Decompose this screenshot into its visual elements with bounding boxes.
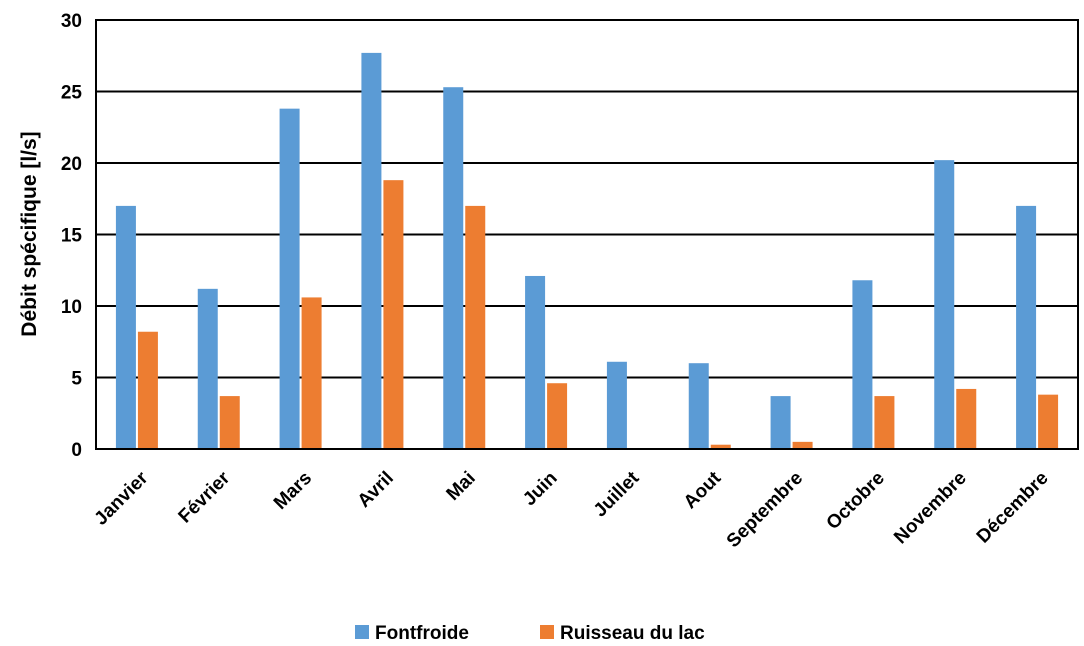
y-tick-label-20: 20 (61, 154, 82, 175)
y-tick-label-15: 15 (61, 226, 83, 247)
bar-fontfroide-0 (115, 205, 136, 449)
bar-ruisseau-du-lac-10 (956, 388, 977, 449)
x-tick-label-4: Mai (443, 468, 480, 505)
bar-fontfroide-3 (361, 52, 382, 449)
x-tick-label-3: Avril (354, 468, 398, 512)
x-tick-label-0: Janvier (91, 467, 153, 529)
y-tick-label-5: 5 (71, 369, 82, 390)
x-tick-label-9: Octobre (823, 468, 889, 534)
legend: Fontfroide Ruisseau du lac (355, 623, 705, 644)
legend-label-ruisseau-du-lac: Ruisseau du lac (560, 623, 705, 644)
y-tick-label-10: 10 (61, 297, 82, 318)
bar-ruisseau-du-lac-0 (137, 331, 158, 449)
bar-fontfroide-5 (525, 275, 546, 449)
bar-fontfroide-8 (770, 396, 791, 449)
x-tick-label-11: Décembre (973, 468, 1053, 548)
bar-fontfroide-9 (852, 280, 873, 449)
x-tick-label-8: Septembre (723, 468, 807, 552)
bar-ruisseau-du-lac-9 (874, 396, 895, 449)
x-tick-labels: Janvier Février Mars Avril Mai Juin Juillet Aou… (91, 467, 1053, 552)
legend-swatch-fontfroide (355, 625, 369, 639)
y-tick-label-25: 25 (61, 83, 83, 104)
bar-fontfroide-7 (688, 363, 709, 449)
x-tick-label-7: Aout (680, 467, 726, 513)
bar-fontfroide-4 (443, 87, 464, 450)
legend-swatch-ruisseau-du-lac (540, 625, 554, 639)
y-tick-label-30: 30 (61, 11, 82, 32)
bar-ruisseau-du-lac-2 (301, 297, 322, 449)
bar-fontfroide-6 (606, 361, 627, 449)
y-axis-title: Débit spécifique [l/s] (18, 131, 41, 336)
gridlines (96, 19, 1078, 379)
bars (115, 52, 1059, 450)
bar-fontfroide-2 (279, 108, 300, 449)
x-tick-label-2: Mars (270, 468, 316, 514)
bar-fontfroide-11 (1016, 205, 1037, 449)
bar-fontfroide-10 (934, 160, 955, 449)
y-tick-label-0: 0 (71, 440, 82, 461)
x-tick-label-1: Février (175, 467, 235, 527)
x-tick-label-10: Novembre (890, 468, 971, 549)
axes (95, 19, 1079, 450)
bar-ruisseau-du-lac-11 (1038, 394, 1059, 449)
x-tick-label-5: Juin (519, 468, 561, 510)
x-tick-label-6: Juillet (590, 467, 644, 521)
bar-ruisseau-du-lac-7 (710, 444, 731, 449)
y-tick-labels: 0 5 10 15 20 25 30 (61, 11, 83, 461)
bar-ruisseau-du-lac-4 (465, 205, 486, 449)
bar-ruisseau-du-lac-8 (792, 441, 813, 449)
bar-fontfroide-1 (197, 288, 218, 449)
legend-label-fontfroide: Fontfroide (375, 623, 469, 644)
bar-ruisseau-du-lac-3 (383, 180, 404, 449)
bar-ruisseau-du-lac-1 (219, 396, 240, 449)
bar-ruisseau-du-lac-5 (547, 383, 568, 449)
